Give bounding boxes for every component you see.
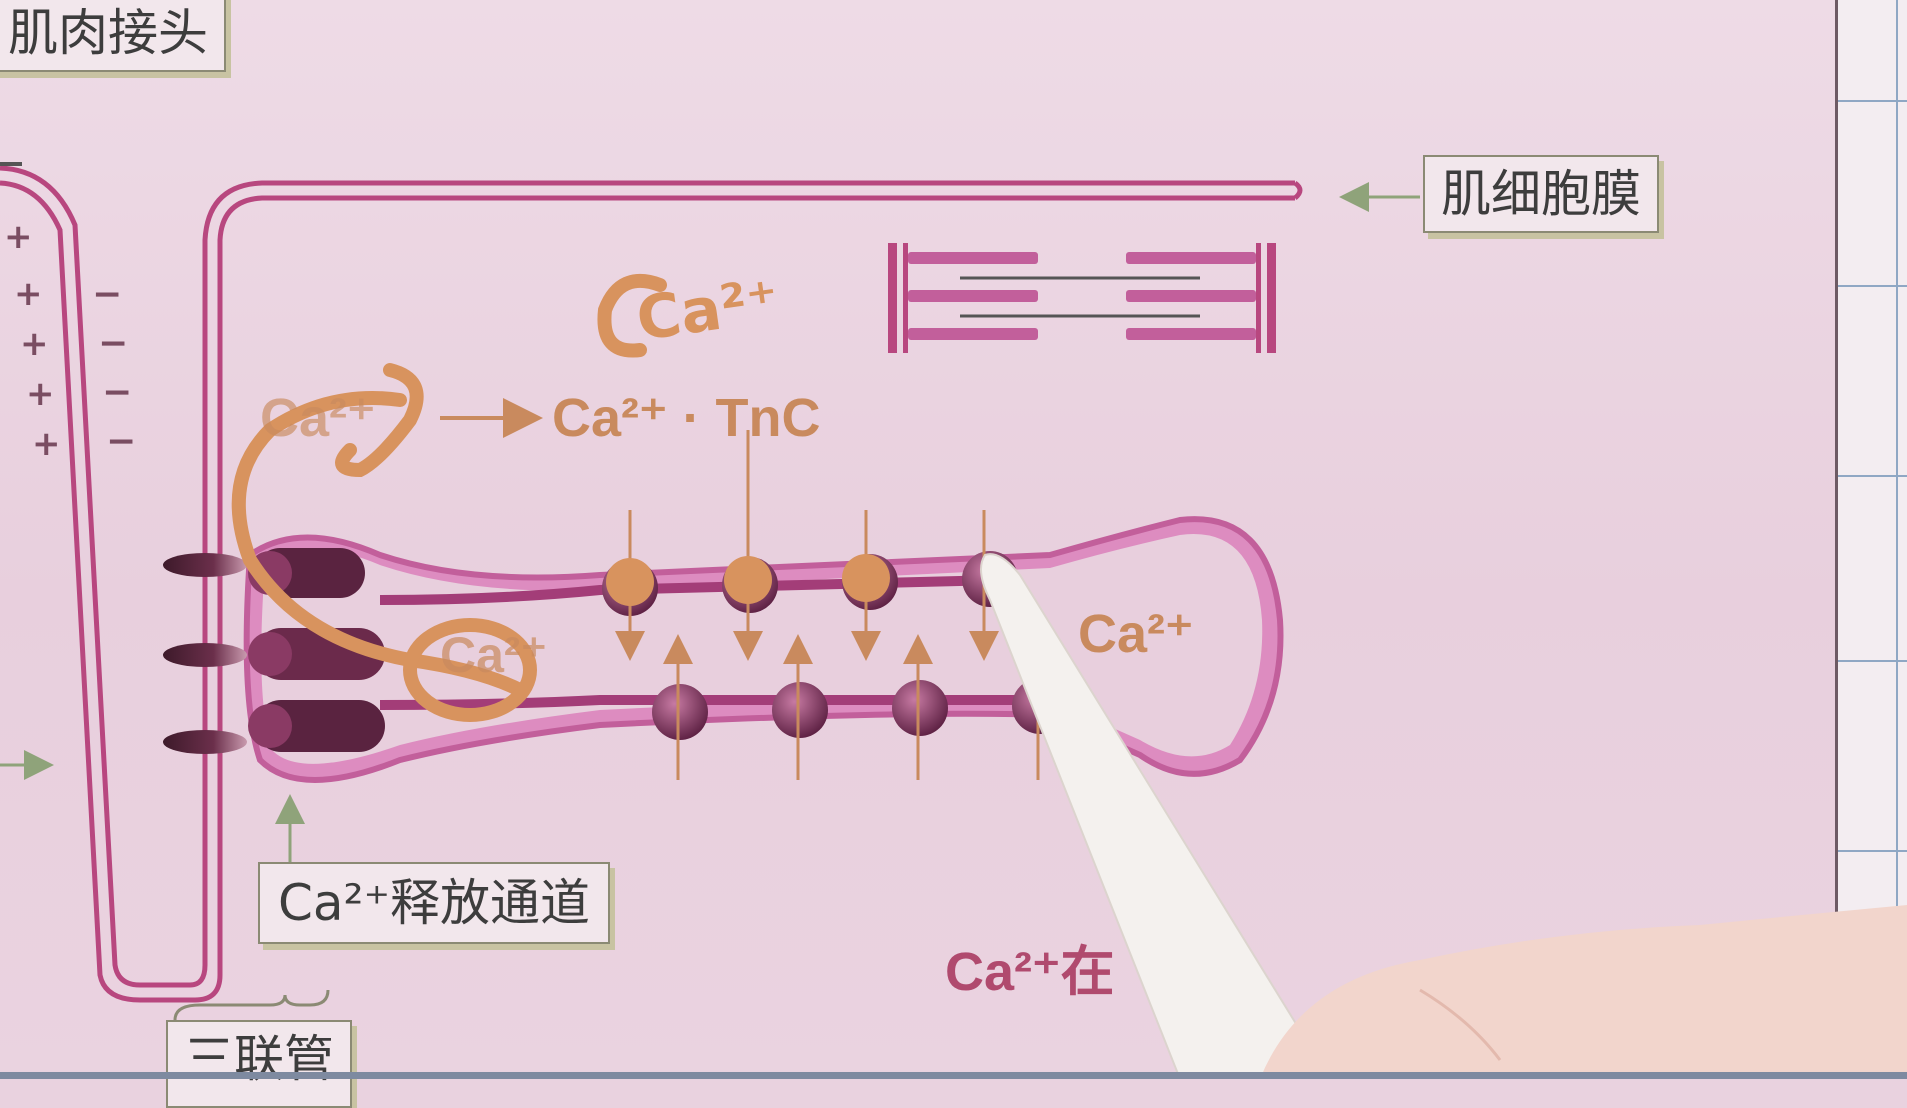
minus-sign: − [92, 274, 122, 315]
plus-sign: + [20, 324, 49, 364]
hand [1260, 905, 1907, 1079]
grid-paper-strip [1835, 0, 1907, 1079]
grid-line [1838, 660, 1907, 662]
handwritten-annotation [231, 274, 667, 722]
triad-bracket [173, 989, 330, 1021]
ca-bottom-label: Ca²⁺在 [945, 942, 1115, 1002]
dhp-receptors [163, 553, 247, 754]
ca-sr-inner-label: Ca²⁺ [440, 627, 547, 683]
grid-line [1838, 285, 1907, 287]
ca-cytosol-label: Ca²⁺ [260, 388, 376, 448]
sarcomere [888, 243, 1276, 353]
handwritten-dots [606, 554, 890, 606]
sarcolemma-label: 肌细胞膜 [1423, 155, 1659, 233]
nmj-label: 肌肉接头 [0, 0, 226, 72]
ca-tnc-label: Ca²⁺ · TnC [552, 388, 820, 448]
membrane-charges: + + + + + − − − − [4, 217, 136, 464]
hand-crease [1419, 988, 1502, 1061]
minus-sign: − [106, 421, 136, 462]
grid-line [1838, 850, 1907, 852]
ca-sr-right-label: Ca²⁺ [1078, 604, 1194, 664]
plus-sign: + [32, 424, 61, 464]
minus-sign: − [102, 372, 132, 413]
pointer-stick [980, 553, 1332, 1079]
release-channel-label: Ca²⁺释放通道 [258, 862, 610, 944]
minus-sign: − [98, 323, 128, 364]
plus-sign: + [4, 217, 33, 257]
grid-line [1838, 475, 1907, 477]
grid-vline [1896, 0, 1898, 1079]
video-progress-bar[interactable] [0, 1072, 1907, 1079]
triad-label: 三联管 [166, 1020, 352, 1108]
plus-sign: + [14, 274, 43, 314]
grid-line [1838, 100, 1907, 102]
t-tubule-membrane [0, 165, 1303, 1003]
plus-sign: + [26, 374, 55, 414]
muscle-diagram: + + + + + − − − − [0, 162, 1907, 1079]
